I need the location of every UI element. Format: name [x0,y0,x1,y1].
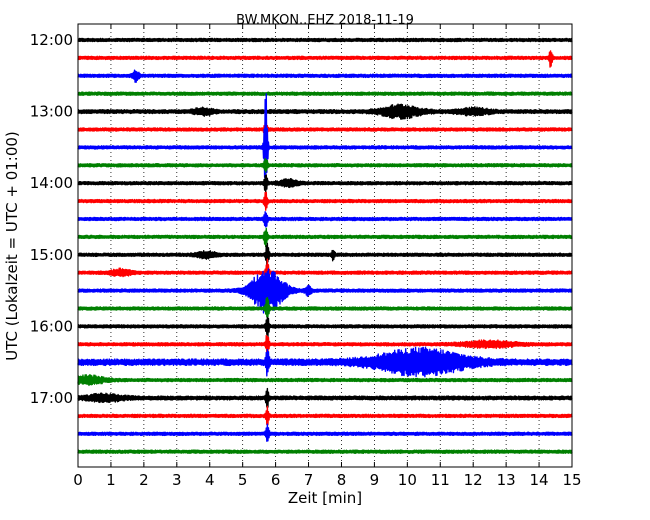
trace-line [77,268,573,314]
vertical-grid [110,24,540,467]
x-tick-label: 0 [73,471,83,489]
x-tick-label: 9 [370,471,380,489]
trace-line [77,374,573,387]
trace-line [77,174,573,194]
trace-line [77,37,573,43]
trace-line [77,449,573,454]
trace-line [77,405,573,426]
x-tick-label: 3 [172,471,182,489]
trace-line [77,423,573,442]
x-tick-label: 8 [337,471,347,489]
x-axis-label: Zeit [min] [288,489,362,507]
trace-line [77,316,573,338]
x-tick-label: 4 [205,471,215,489]
x-tick-label: 15 [562,471,581,489]
x-tick-label: 6 [271,471,281,489]
x-tick-label: 12 [464,471,483,489]
x-tick-label: 11 [431,471,450,489]
axis-ticks: 0 1 2 3 4 5 6 7 8 9 10 11 12 13 14 1512:0013:0014:0015:… [30,24,582,489]
trace-line [77,93,573,186]
trace-line [77,346,573,378]
y-tick-label: 15:00 [30,246,73,264]
y-tick-label: 14:00 [30,174,73,192]
trace-line [77,242,573,266]
y-axis-label: UTC (Lokalzeit = UTC + 01:00) [3,131,21,361]
trace-line [77,103,573,120]
trace-line [77,211,573,228]
x-tick-label: 2 [139,471,149,489]
trace-line [77,158,573,173]
trace-line [77,50,573,68]
plot-frame [77,23,573,468]
x-tick-label: 14 [530,471,549,489]
trace-line [77,296,573,318]
y-tick-label: 12:00 [30,31,73,49]
y-tick-label: 17:00 [30,389,73,407]
trace-line [77,191,573,211]
chart-title: BW.MKON..EHZ 2018-11-19 [236,13,414,28]
trace-line [77,91,573,96]
trace-line [77,120,573,141]
trace-line [77,258,573,285]
x-tick-label: 10 [398,471,417,489]
x-tick-label: 7 [304,471,314,489]
trace-line [77,387,573,408]
trace-group [77,37,573,454]
x-tick-label: 13 [497,471,516,489]
x-tick-label: 1 [106,471,116,489]
trace-line [77,227,573,248]
y-tick-label: 16:00 [30,317,73,335]
x-tick-label: 5 [238,471,248,489]
trace-line [77,334,573,356]
trace-line [77,69,573,83]
y-tick-label: 13:00 [30,103,73,121]
